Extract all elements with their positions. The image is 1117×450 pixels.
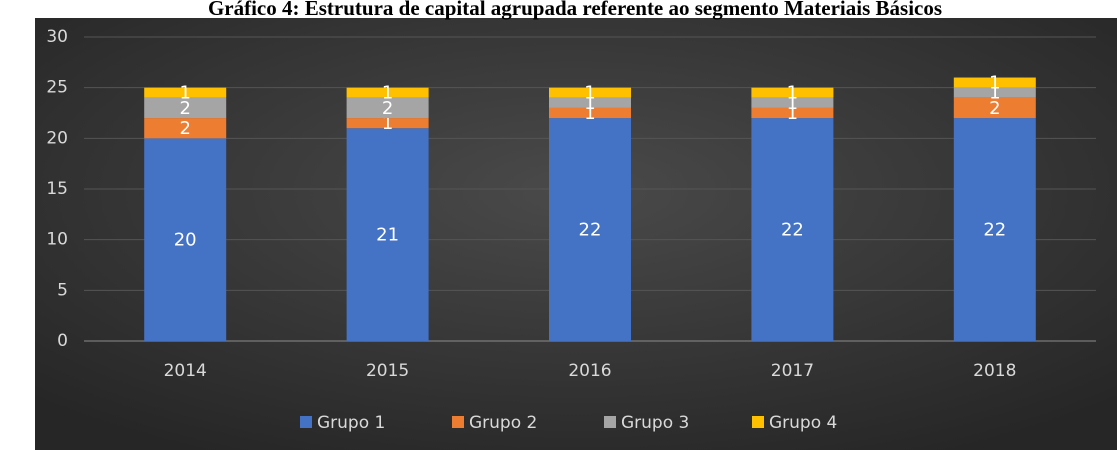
y-tick-label: 5 xyxy=(57,280,68,300)
bar-segment xyxy=(953,97,1036,119)
data-label: 1 xyxy=(989,83,1000,104)
bar-segment xyxy=(144,87,227,98)
x-tick-label: 2016 xyxy=(568,361,611,381)
data-label: 1 xyxy=(584,93,595,114)
data-label: 1 xyxy=(179,83,190,104)
bar-segment xyxy=(751,97,834,108)
data-label: 21 xyxy=(376,225,399,246)
legend-swatch xyxy=(752,416,764,428)
data-label: 1 xyxy=(584,83,595,104)
data-label: 22 xyxy=(579,220,602,241)
y-tick-label: 30 xyxy=(46,27,68,47)
bar-segment xyxy=(346,128,429,341)
data-label: 20 xyxy=(174,230,197,251)
bar-segment xyxy=(549,97,631,108)
bar-segment xyxy=(144,97,227,119)
data-label: 1 xyxy=(989,73,1000,94)
x-tick-label: 2017 xyxy=(771,361,814,381)
data-label: 22 xyxy=(781,220,804,241)
y-tick-label: 0 xyxy=(57,331,68,351)
bar-segment xyxy=(549,107,631,119)
bar-segment xyxy=(144,138,227,341)
bar-segment xyxy=(751,87,834,98)
bar-segment xyxy=(549,118,631,341)
bar-segment xyxy=(346,97,429,119)
bar-segment xyxy=(144,118,227,139)
bar-segment xyxy=(953,87,1036,98)
legend-label: Grupo 3 xyxy=(621,413,689,433)
data-label: 1 xyxy=(787,103,798,124)
x-tick-label: 2014 xyxy=(164,361,207,381)
data-label: 1 xyxy=(787,83,798,104)
bar-segment xyxy=(346,118,429,129)
data-label: 1 xyxy=(382,113,393,134)
chart-title: Gráfico 4: Estrutura de capital agrupada… xyxy=(208,0,942,20)
y-tick-label: 15 xyxy=(46,179,68,199)
y-tick-label: 10 xyxy=(46,230,68,250)
data-label: 1 xyxy=(584,103,595,124)
bar-segment xyxy=(953,77,1036,88)
bar-segment xyxy=(346,87,429,98)
bar-segment xyxy=(751,118,834,341)
legend-swatch xyxy=(452,416,464,428)
x-tick-label: 2015 xyxy=(366,361,409,381)
legend-label: Grupo 4 xyxy=(769,413,837,433)
y-tick-label: 20 xyxy=(46,128,68,148)
bar-segment xyxy=(549,87,631,98)
data-label: 2 xyxy=(179,118,190,139)
legend-swatch xyxy=(604,416,616,428)
bar-segment xyxy=(751,107,834,119)
bar-segment xyxy=(953,118,1036,341)
data-label: 22 xyxy=(983,220,1006,241)
legend-label: Grupo 2 xyxy=(469,413,537,433)
data-label: 1 xyxy=(382,83,393,104)
x-tick-label: 2018 xyxy=(973,361,1016,381)
legend-swatch xyxy=(300,416,312,428)
data-label: 2 xyxy=(179,98,190,119)
y-tick-label: 25 xyxy=(46,78,68,98)
data-label: 1 xyxy=(787,93,798,114)
legend-label: Grupo 1 xyxy=(317,413,385,433)
data-label: 2 xyxy=(382,98,393,119)
data-label: 2 xyxy=(989,98,1000,119)
